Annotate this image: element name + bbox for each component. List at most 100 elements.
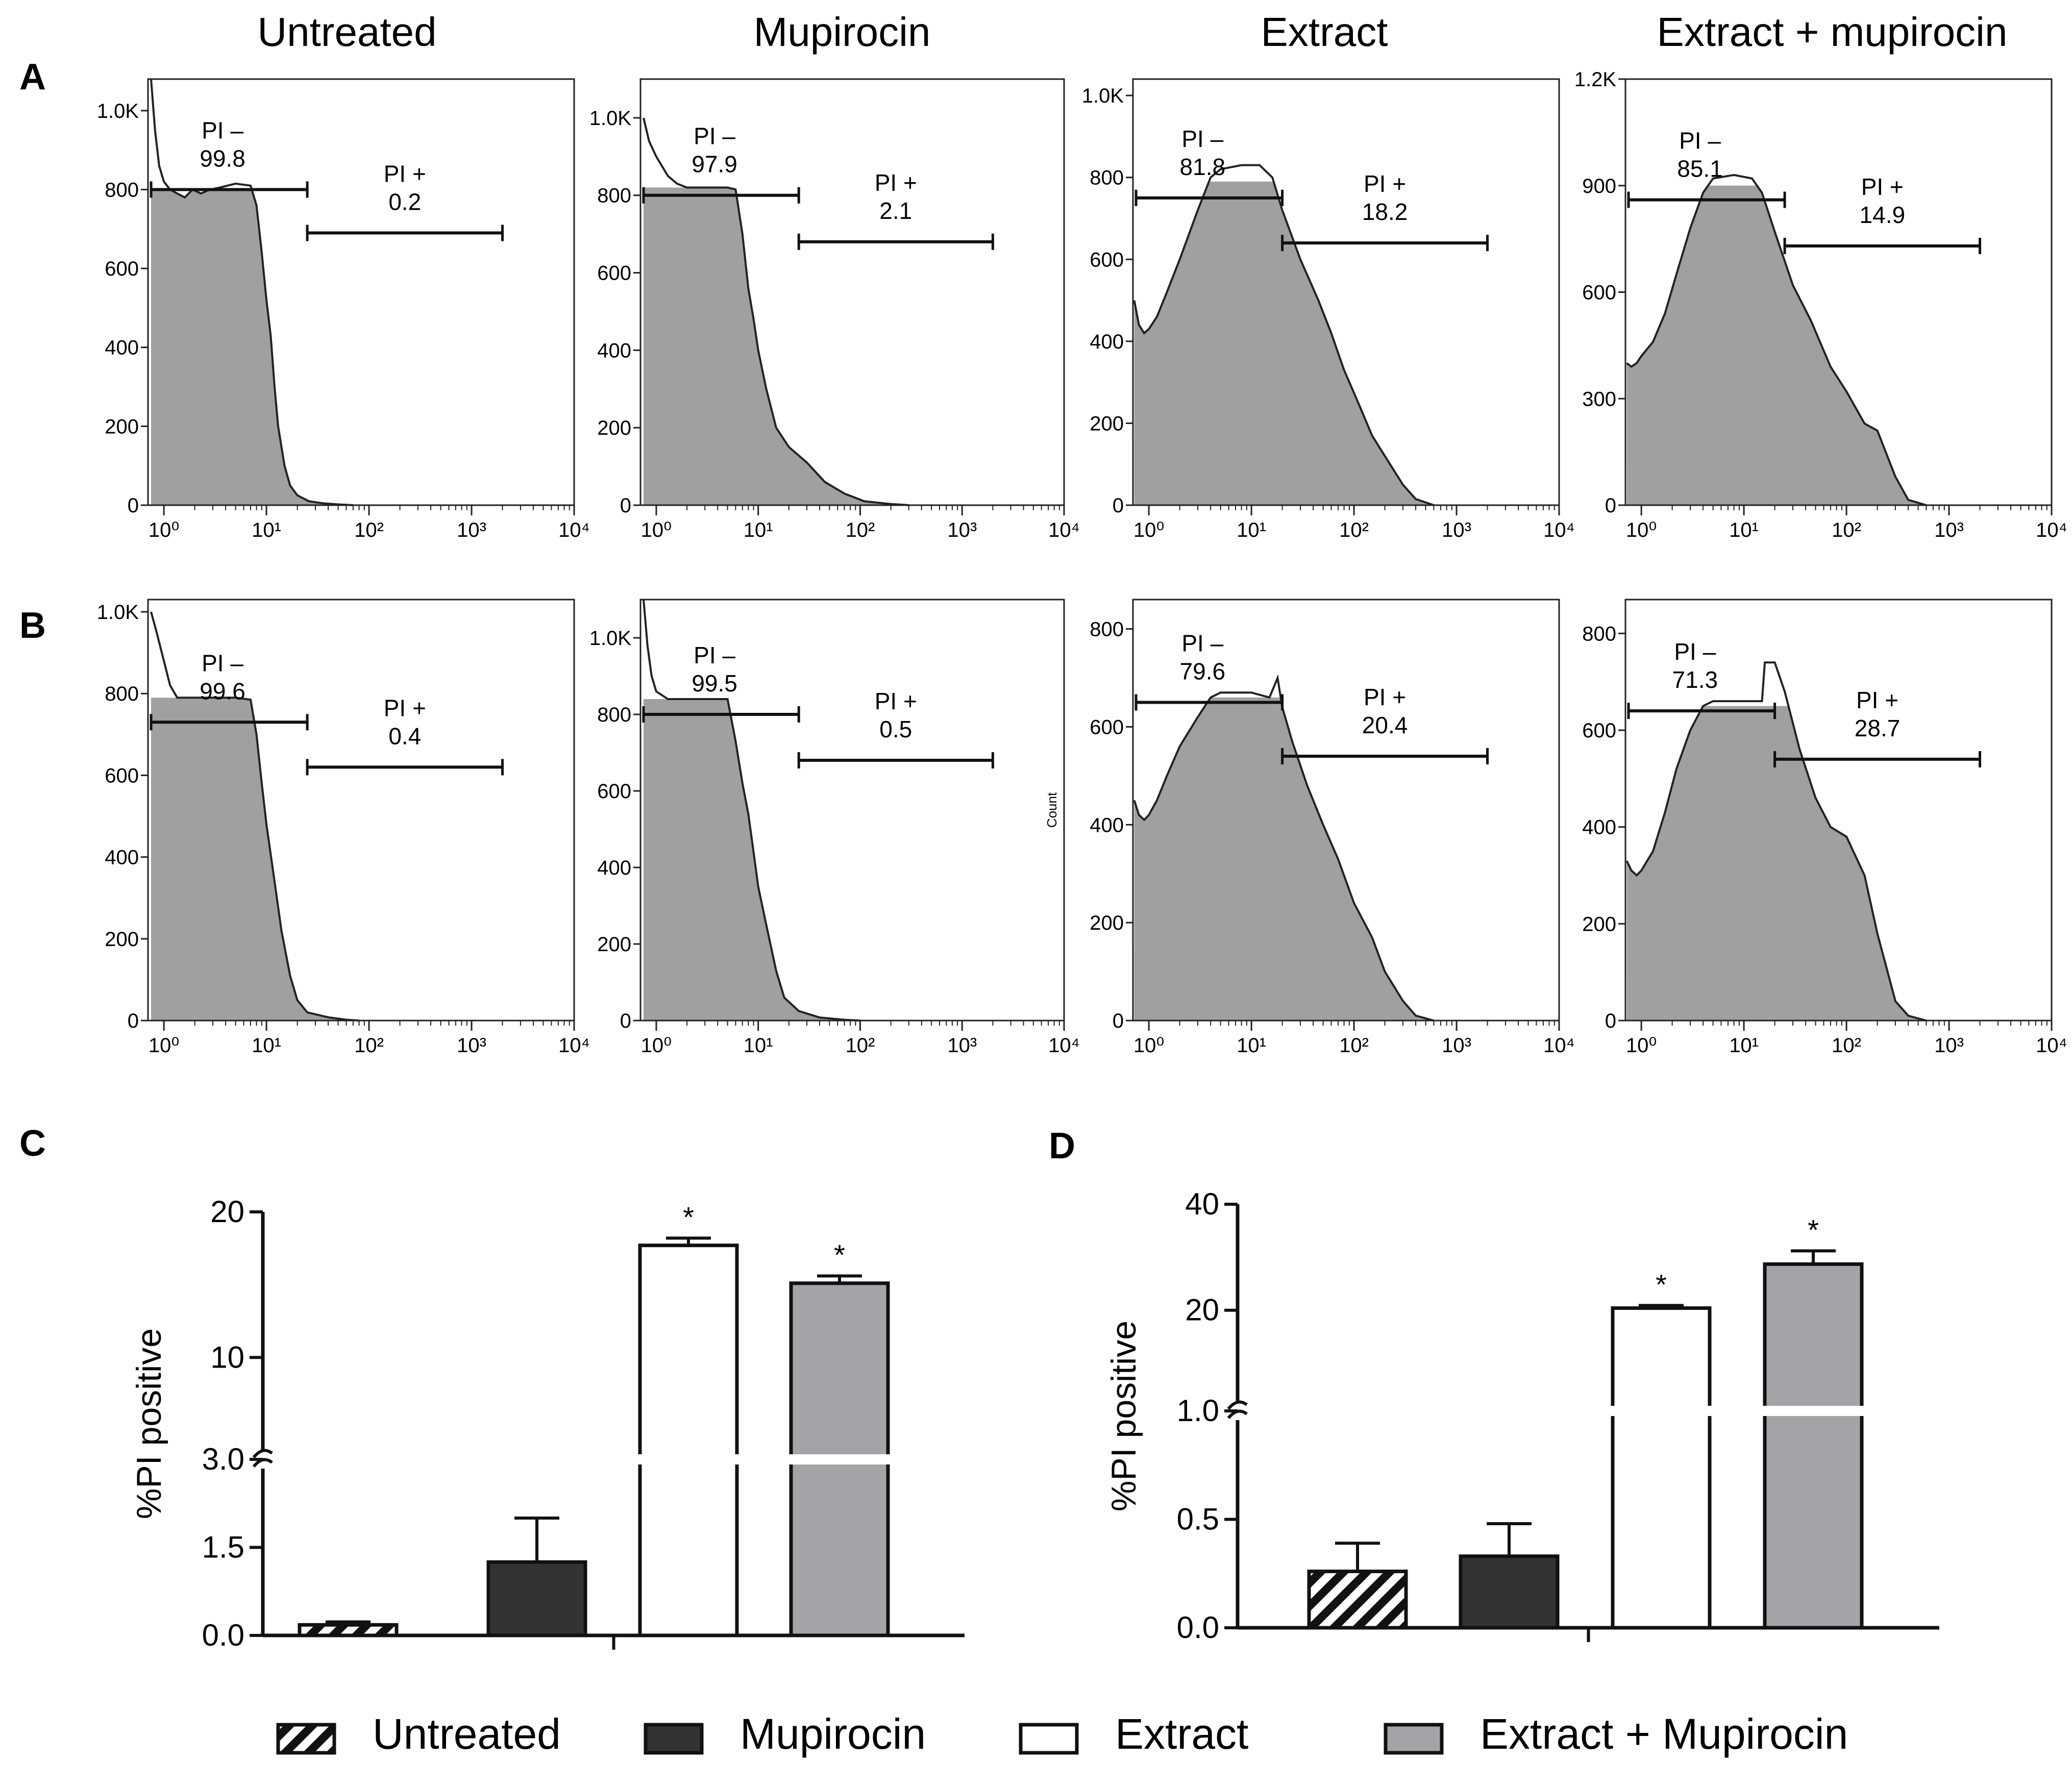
gate-negative-value: 81.8 xyxy=(1180,154,1226,180)
y-tick-label: 800 xyxy=(597,185,631,207)
bar xyxy=(1611,1306,1712,1630)
x-tick-label: 10⁴ xyxy=(558,1034,590,1057)
x-tick-label: 10² xyxy=(1832,519,1861,541)
y-tick-label: 400 xyxy=(105,847,139,869)
legend-item: Untreated xyxy=(276,1710,561,1758)
histogram-line xyxy=(150,611,359,1022)
y-tick-label: 1.2K xyxy=(1574,68,1617,91)
histogram-panel: 0 200 400 600 800 1.0K 10⁰ 10¹ 10² 10³ 10⁴ PI –99.5… xyxy=(589,599,1080,1057)
y-tick-label: 200 xyxy=(1090,912,1124,934)
panel-letter-b: B xyxy=(19,605,46,646)
histogram-panels: A B Untreated Mupirocin Extract Extract + mup… xyxy=(19,9,2067,1057)
y-tick-label: 0.0 xyxy=(202,1618,244,1652)
histogram-panel: 0 300 600 900 1.2K 10⁰ 10¹ 10² 10³ 10⁴ PI –85.1 PI … xyxy=(1574,68,2067,541)
y-tick-label: 10 xyxy=(210,1340,244,1374)
legend-item: Extract xyxy=(1019,1710,1248,1758)
x-tick-label: 10⁴ xyxy=(2036,519,2067,541)
y-tick-label: 1.0K xyxy=(1082,85,1124,107)
x-tick-label: 10² xyxy=(354,519,384,541)
x-tick-label: 10⁰ xyxy=(1133,519,1165,541)
legend-label: Extract xyxy=(1115,1710,1248,1758)
x-tick-label: 10¹ xyxy=(252,519,281,541)
bar xyxy=(298,1623,399,1637)
x-tick-label: 10³ xyxy=(947,519,977,541)
y-tick-label: 1.0K xyxy=(97,100,139,122)
y-tick-label: 0 xyxy=(620,1010,631,1032)
y-tick-label: 1.0K xyxy=(589,107,632,130)
histogram-panel: 0 200 400 600 800 1.0K 10⁰ 10¹ 10² 10³ 10⁴ PI –81.8… xyxy=(1082,78,1575,541)
bar-chart-c: C 0.0 1.5 3.0 10 20 %PI positive * * xyxy=(19,1123,965,1652)
x-tick-label: 10² xyxy=(846,1034,875,1057)
bar-break-gap xyxy=(1762,1406,1865,1416)
legend: Untreated Mupirocin Extract Extract + Mupir… xyxy=(276,1710,1848,1758)
y-tick-label: 400 xyxy=(597,339,631,362)
x-tick-label: 10³ xyxy=(1442,519,1471,541)
histogram-panel: 0 200 400 600 800 1.0K 10⁰ 10¹ 10² 10³ 10⁴ PI –99.6… xyxy=(97,599,590,1057)
x-tick-label: 10³ xyxy=(457,1034,486,1057)
significance-marker: * xyxy=(834,1239,845,1271)
y-tick-label: 600 xyxy=(597,780,631,803)
column-title: Mupirocin xyxy=(754,9,931,55)
plot-frame xyxy=(147,599,575,1022)
y-tick-label: 800 xyxy=(105,683,139,705)
plot-frame xyxy=(1624,599,2053,1022)
y-tick-label: 20 xyxy=(210,1195,244,1229)
x-tick-label: 10⁰ xyxy=(1133,1034,1165,1057)
panel-letter-c: C xyxy=(19,1123,46,1164)
x-tick-label: 10⁴ xyxy=(1543,1034,1575,1057)
plot-frame xyxy=(639,599,1065,1022)
plot-frame xyxy=(639,78,1065,506)
y-tick-label: 200 xyxy=(1090,412,1124,435)
y-tick-label: 3.0 xyxy=(202,1442,244,1476)
y-tick-label: 800 xyxy=(1582,623,1616,645)
bar-break-gap xyxy=(637,1454,740,1464)
x-tick-label: 10¹ xyxy=(744,1034,773,1057)
gate-positive-label: PI + xyxy=(875,688,917,714)
gate-positive-label: PI + xyxy=(384,694,426,721)
legend-label: Extract + Mupirocin xyxy=(1480,1710,1848,1758)
gate-positive-label: PI + xyxy=(1364,684,1406,710)
gate-negative-value: 99.8 xyxy=(200,145,245,171)
gate-positive-label: PI + xyxy=(384,161,426,187)
x-tick-label: 10¹ xyxy=(1729,1034,1759,1057)
significance-marker: * xyxy=(1808,1213,1819,1246)
legend-item: Mupirocin xyxy=(644,1710,926,1758)
plot-frame xyxy=(1132,78,1560,506)
y-tick-label: 400 xyxy=(1582,816,1616,839)
gate-positive-value: 20.4 xyxy=(1362,712,1408,738)
legend-swatch xyxy=(644,1723,704,1755)
y-tick-label: 600 xyxy=(1090,716,1124,738)
x-tick-label: 10⁴ xyxy=(1048,519,1080,541)
legend-swatch xyxy=(276,1723,336,1755)
histogram-fill xyxy=(1134,697,1434,1021)
y-tick-label: 20 xyxy=(1185,1293,1219,1327)
x-tick-label: 10² xyxy=(846,519,875,541)
significance-marker: * xyxy=(683,1201,694,1233)
y-tick-label: 800 xyxy=(597,704,631,726)
gate-negative-value: 71.3 xyxy=(1672,666,1718,693)
y-tick-label: 200 xyxy=(105,928,139,951)
y-axis-label: Count xyxy=(1044,792,1059,828)
y-tick-label: 200 xyxy=(597,933,631,956)
y-tick-label: 0.0 xyxy=(1177,1610,1219,1645)
y-tick-label: 0 xyxy=(1605,1010,1616,1032)
bar xyxy=(1459,1554,1560,1630)
y-tick-label: 200 xyxy=(105,415,139,438)
x-tick-label: 10³ xyxy=(1934,1034,1964,1057)
x-tick-label: 10⁴ xyxy=(1543,519,1575,541)
y-tick-label: 0 xyxy=(1605,494,1616,517)
gate-negative-label: PI – xyxy=(1679,128,1721,154)
y-tick-label: 200 xyxy=(597,417,631,439)
gate-negative-value: 99.5 xyxy=(692,670,737,697)
x-tick-label: 10¹ xyxy=(1237,1034,1266,1057)
histogram-fill xyxy=(151,189,353,505)
y-tick-label: 400 xyxy=(597,857,631,879)
x-tick-label: 10² xyxy=(1832,1034,1861,1057)
bar-break-gap xyxy=(788,1454,891,1464)
gate-negative-value: 79.6 xyxy=(1180,658,1226,684)
x-tick-label: 10⁴ xyxy=(558,519,590,541)
gate-positive-value: 18.2 xyxy=(1362,198,1408,225)
y-tick-label: 0 xyxy=(128,494,139,517)
gate-positive-value: 0.4 xyxy=(388,723,421,749)
x-tick-label: 10² xyxy=(1339,1034,1369,1057)
